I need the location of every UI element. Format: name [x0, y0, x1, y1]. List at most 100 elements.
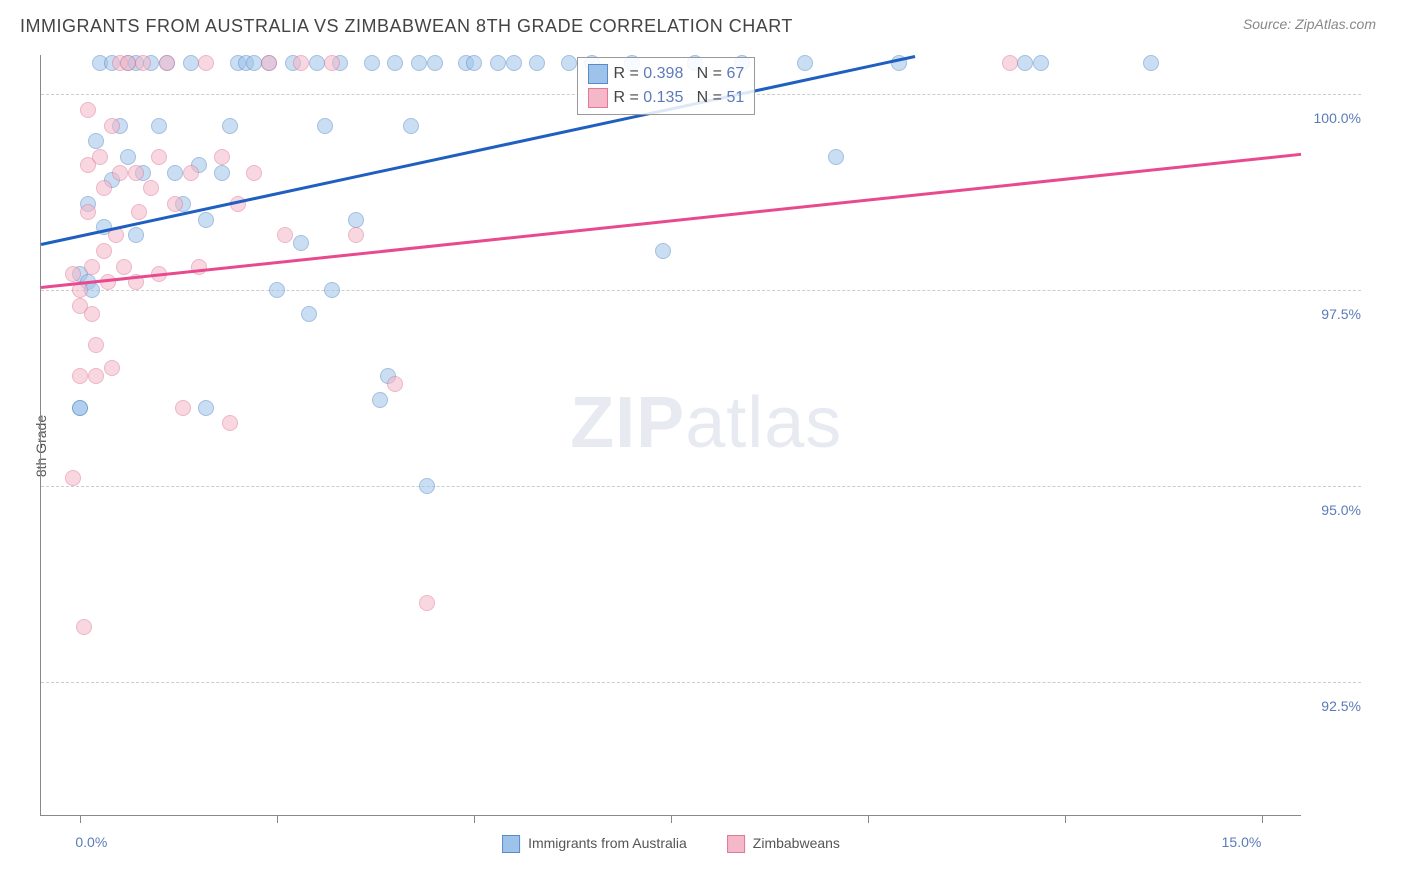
data-point [246, 55, 262, 71]
data-point [561, 55, 577, 71]
watermark: ZIPatlas [570, 382, 842, 464]
data-point [96, 243, 112, 259]
data-point [120, 149, 136, 165]
data-point [269, 282, 285, 298]
stats-row: R = 0.135 N = 51 [588, 86, 745, 110]
data-point [1017, 55, 1033, 71]
legend-swatch [502, 835, 520, 853]
data-point [112, 165, 128, 181]
data-point [135, 55, 151, 71]
x-tick [80, 815, 81, 823]
data-point [198, 55, 214, 71]
x-tick [868, 815, 869, 823]
data-point [159, 55, 175, 71]
data-point [72, 368, 88, 384]
data-point [104, 360, 120, 376]
series-swatch [588, 64, 608, 84]
x-tick [474, 815, 475, 823]
data-point [324, 55, 340, 71]
data-point [348, 227, 364, 243]
data-point [411, 55, 427, 71]
data-point [84, 259, 100, 275]
legend-label: Zimbabweans [753, 835, 840, 851]
data-point [490, 55, 506, 71]
data-point [506, 55, 522, 71]
x-tick [671, 815, 672, 823]
data-point [828, 149, 844, 165]
grid-line [41, 290, 1361, 291]
data-point [96, 180, 112, 196]
x-tick [1065, 815, 1066, 823]
data-point [183, 55, 199, 71]
n-value: 51 [726, 89, 744, 106]
data-point [372, 392, 388, 408]
data-point [167, 196, 183, 212]
data-point [277, 227, 293, 243]
data-point [198, 212, 214, 228]
legend-swatch [727, 835, 745, 853]
data-point [364, 55, 380, 71]
legend-item: Zimbabweans [727, 835, 840, 853]
data-point [293, 235, 309, 251]
data-point [348, 212, 364, 228]
scatter-plot-area: ZIPatlas 92.5%95.0%97.5%100.0%0.0%15.0%R… [40, 55, 1301, 816]
data-point [246, 165, 262, 181]
data-point [797, 55, 813, 71]
data-point [183, 165, 199, 181]
data-point [293, 55, 309, 71]
r-value: 0.135 [643, 89, 683, 106]
data-point [104, 118, 120, 134]
data-point [419, 595, 435, 611]
series-swatch [588, 88, 608, 108]
data-point [167, 165, 183, 181]
data-point [128, 165, 144, 181]
data-point [88, 337, 104, 353]
data-point [76, 619, 92, 635]
x-tick [277, 815, 278, 823]
data-point [65, 266, 81, 282]
data-point [427, 55, 443, 71]
x-tick-label: 15.0% [1222, 834, 1262, 850]
data-point [214, 165, 230, 181]
data-point [92, 149, 108, 165]
stats-row: R = 0.398 N = 67 [588, 62, 745, 86]
data-point [324, 282, 340, 298]
data-point [222, 415, 238, 431]
legend-item: Immigrants from Australia [502, 835, 687, 853]
legend: Immigrants from Australia Zimbabweans [502, 835, 840, 853]
grid-line [41, 486, 1361, 487]
data-point [1033, 55, 1049, 71]
data-point [116, 259, 132, 275]
title-bar: IMMIGRANTS FROM AUSTRALIA VS ZIMBABWEAN … [20, 16, 1386, 46]
data-point [214, 149, 230, 165]
y-tick-label: 92.5% [1306, 698, 1361, 714]
data-point [65, 470, 81, 486]
data-point [143, 180, 159, 196]
r-value: 0.398 [643, 65, 683, 82]
data-point [84, 306, 100, 322]
data-point [80, 102, 96, 118]
y-tick-label: 97.5% [1306, 306, 1361, 322]
trend-line [41, 55, 916, 245]
x-tick [1262, 815, 1263, 823]
data-point [317, 118, 333, 134]
data-point [261, 55, 277, 71]
correlation-stats-box: R = 0.398 N = 67R = 0.135 N = 51 [577, 57, 756, 115]
data-point [301, 306, 317, 322]
data-point [222, 118, 238, 134]
data-point [175, 400, 191, 416]
chart-title: IMMIGRANTS FROM AUSTRALIA VS ZIMBABWEAN … [20, 16, 793, 36]
source-attribution: Source: ZipAtlas.com [1243, 16, 1376, 32]
data-point [88, 368, 104, 384]
data-point [151, 118, 167, 134]
y-tick-label: 95.0% [1306, 502, 1361, 518]
data-point [1143, 55, 1159, 71]
data-point [403, 118, 419, 134]
data-point [387, 376, 403, 392]
data-point [1002, 55, 1018, 71]
data-point [529, 55, 545, 71]
data-point [128, 227, 144, 243]
x-tick-label: 0.0% [75, 834, 107, 850]
legend-label: Immigrants from Australia [528, 835, 687, 851]
data-point [88, 133, 104, 149]
